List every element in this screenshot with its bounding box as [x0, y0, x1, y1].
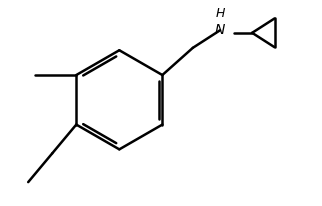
Text: H: H	[215, 7, 225, 20]
Text: N: N	[215, 23, 225, 37]
